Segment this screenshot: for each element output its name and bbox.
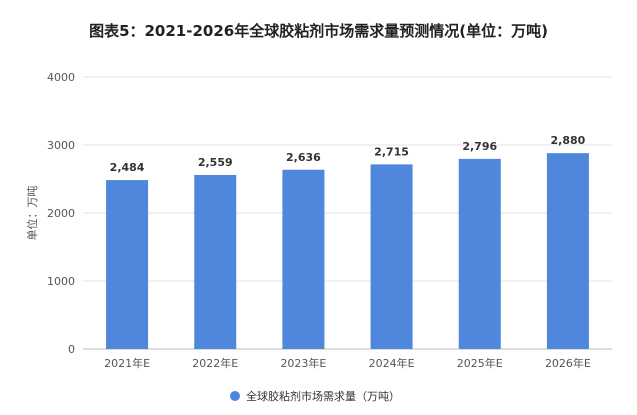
data-label: 2,715 — [374, 145, 409, 158]
data-label: 2,484 — [110, 161, 145, 174]
data-label: 2,796 — [462, 140, 497, 153]
data-label: 2,636 — [286, 151, 321, 164]
legend-marker — [230, 391, 240, 401]
x-tick-label: 2023年E — [280, 356, 326, 370]
data-label: 2,559 — [198, 156, 233, 169]
y-axis-label: 单位：万吨 — [25, 186, 39, 241]
gridlines — [83, 76, 612, 350]
bar — [370, 164, 413, 349]
x-axis-ticks: 2021年E 2022年E 2023年E 2024年E 2025年E 2026年E — [104, 356, 591, 370]
y-tick-label: 3000 — [47, 139, 75, 152]
y-tick-label: 1000 — [47, 275, 75, 288]
bar — [194, 174, 237, 349]
x-tick-label: 2021年E — [104, 356, 150, 370]
y-tick-label: 4000 — [47, 71, 75, 84]
data-labels: 2,484 2,559 2,636 2,715 2,796 2,880 — [110, 134, 586, 174]
bars — [106, 153, 589, 349]
bar — [546, 153, 589, 349]
bar — [106, 180, 149, 349]
data-label: 2,880 — [551, 134, 586, 147]
y-tick-label: 2000 — [47, 207, 75, 220]
y-tick-label: 0 — [68, 343, 75, 356]
bar — [458, 158, 501, 349]
x-tick-label: 2022年E — [192, 356, 238, 370]
y-axis-ticks: 0 1000 2000 3000 4000 — [47, 71, 75, 356]
x-tick-label: 2025年E — [457, 356, 503, 370]
x-tick-label: 2026年E — [545, 356, 591, 370]
bar — [282, 169, 325, 349]
x-tick-label: 2024年E — [369, 356, 415, 370]
legend: 全球胶粘剂市场需求量（万吨） — [230, 389, 400, 403]
chart-title: 图表5：2021-2026年全球胶粘剂市场需求量预测情况(单位：万吨) — [89, 22, 548, 40]
legend-label: 全球胶粘剂市场需求量（万吨） — [246, 389, 400, 403]
